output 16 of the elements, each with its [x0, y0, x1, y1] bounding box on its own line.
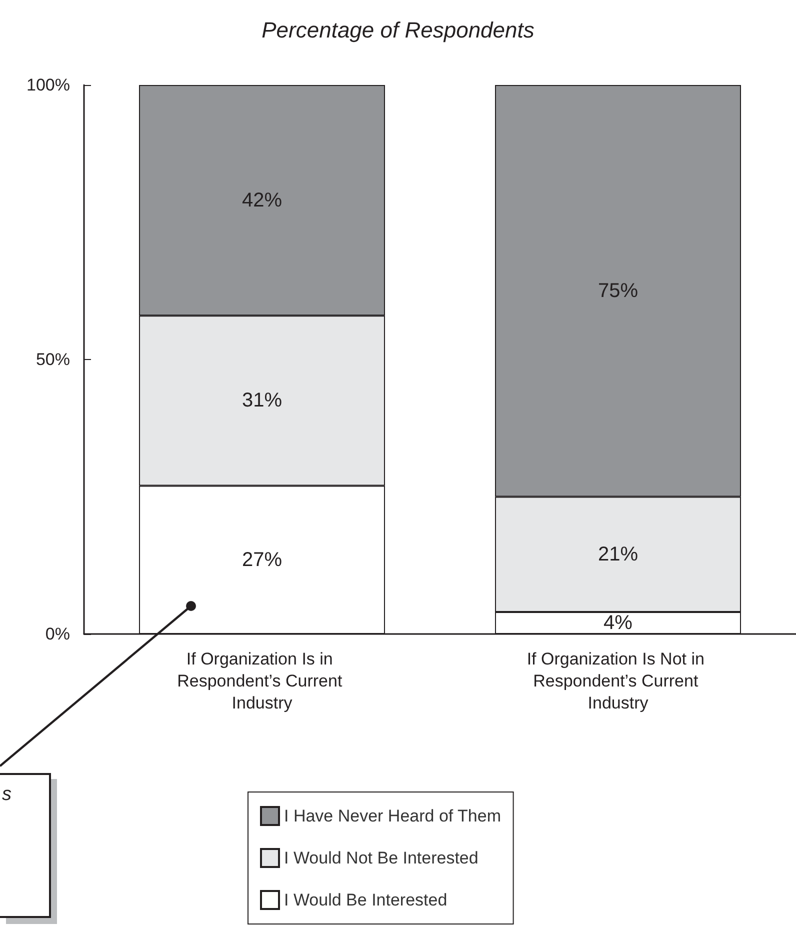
legend-label: I Would Be Interested	[284, 890, 448, 910]
y-tick-label: 50%	[36, 350, 70, 369]
data-label: 31%	[242, 390, 282, 412]
text: s	[2, 784, 12, 805]
x-tick-label: If Organization Is Not in Respondent’s Current Industry	[526, 650, 710, 712]
chart-title: Percentage of Respondents	[262, 18, 534, 42]
y-tick-label: 100%	[26, 76, 70, 94]
x-tick-label: If Organization Is in Respondent’s Current Industry	[177, 650, 347, 712]
data-label: 21%	[598, 543, 638, 566]
data-label: 75%	[598, 280, 638, 302]
legend-label: I Would Not Be Interested	[284, 848, 478, 868]
y-tick-label: 0%	[45, 624, 70, 644]
data-label: 42%	[242, 189, 282, 212]
data-label: 27%	[242, 548, 282, 571]
legend-label: I Have Never Heard of Them	[284, 806, 501, 826]
data-label: 4%	[604, 612, 633, 634]
